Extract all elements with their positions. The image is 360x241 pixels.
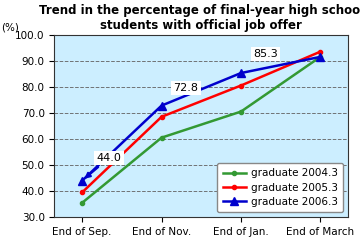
graduate 2004.3 <box>159 136 164 139</box>
Text: 85.3: 85.3 <box>253 49 278 59</box>
graduate 2004.3 <box>239 110 243 113</box>
Text: 44.0: 44.0 <box>86 153 121 177</box>
Line: graduate 2006.3: graduate 2006.3 <box>78 53 324 185</box>
graduate 2006.3 <box>239 72 243 74</box>
graduate 2006.3 <box>159 104 164 107</box>
Line: graduate 2005.3: graduate 2005.3 <box>80 50 323 194</box>
graduate 2006.3 <box>80 179 84 182</box>
graduate 2005.3 <box>80 191 84 194</box>
Line: graduate 2004.3: graduate 2004.3 <box>80 55 323 205</box>
Legend: graduate 2004.3, graduate 2005.3, graduate 2006.3: graduate 2004.3, graduate 2005.3, gradua… <box>217 163 343 212</box>
graduate 2005.3 <box>239 84 243 87</box>
graduate 2005.3 <box>159 115 164 118</box>
Text: 72.8: 72.8 <box>174 83 198 93</box>
graduate 2005.3 <box>318 50 323 53</box>
graduate 2004.3 <box>80 201 84 204</box>
graduate 2004.3 <box>318 55 323 58</box>
graduate 2006.3 <box>318 55 323 58</box>
Title: Trend in the percentage of final-year high school
students with official job off: Trend in the percentage of final-year hi… <box>39 4 360 32</box>
Text: (%): (%) <box>1 23 19 33</box>
